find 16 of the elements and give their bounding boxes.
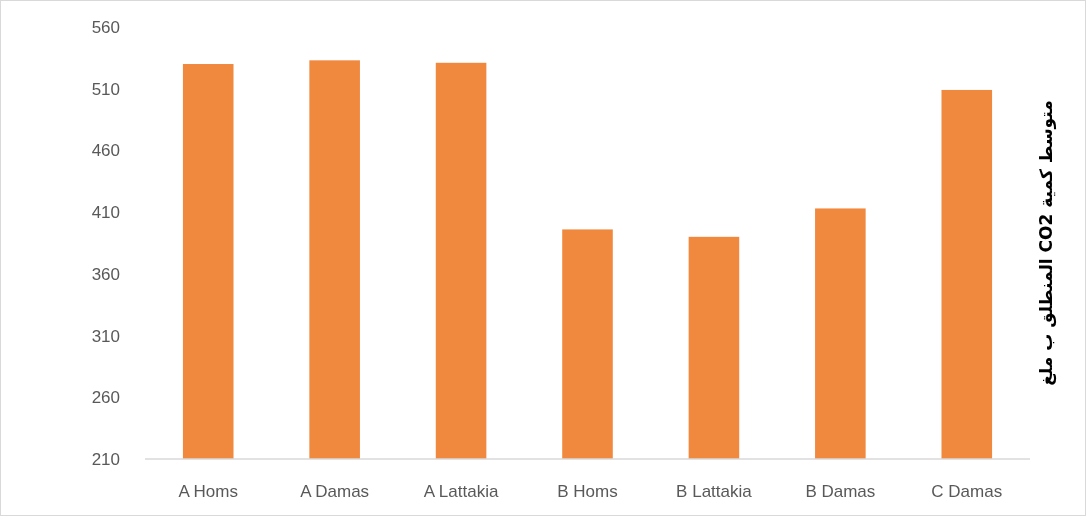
x-tick-label: A Homs xyxy=(178,482,238,501)
x-tick-label: B Lattakia xyxy=(676,482,753,501)
y-tick-label: 210 xyxy=(91,450,120,469)
x-tick-label: B Damas xyxy=(805,482,876,501)
y-axis-title: متوسط كمية CO2 المنطلق ب ملغ xyxy=(1036,100,1057,386)
y-tick-label: 510 xyxy=(91,79,120,99)
y-tick-label: 310 xyxy=(91,326,120,346)
y-tick-label: 460 xyxy=(91,141,120,161)
y-tick-label: 360 xyxy=(91,264,120,284)
y-tick-label: 410 xyxy=(91,203,120,223)
x-tick-label: A Damas xyxy=(300,482,370,501)
y-tick-label: 260 xyxy=(91,388,120,408)
x-tick-label: C Damas xyxy=(931,482,1003,501)
x-tick-label: B Homs xyxy=(557,482,618,501)
x-tick-label: A Lattakia xyxy=(423,482,499,501)
y-tick-label: 560 xyxy=(91,18,120,37)
